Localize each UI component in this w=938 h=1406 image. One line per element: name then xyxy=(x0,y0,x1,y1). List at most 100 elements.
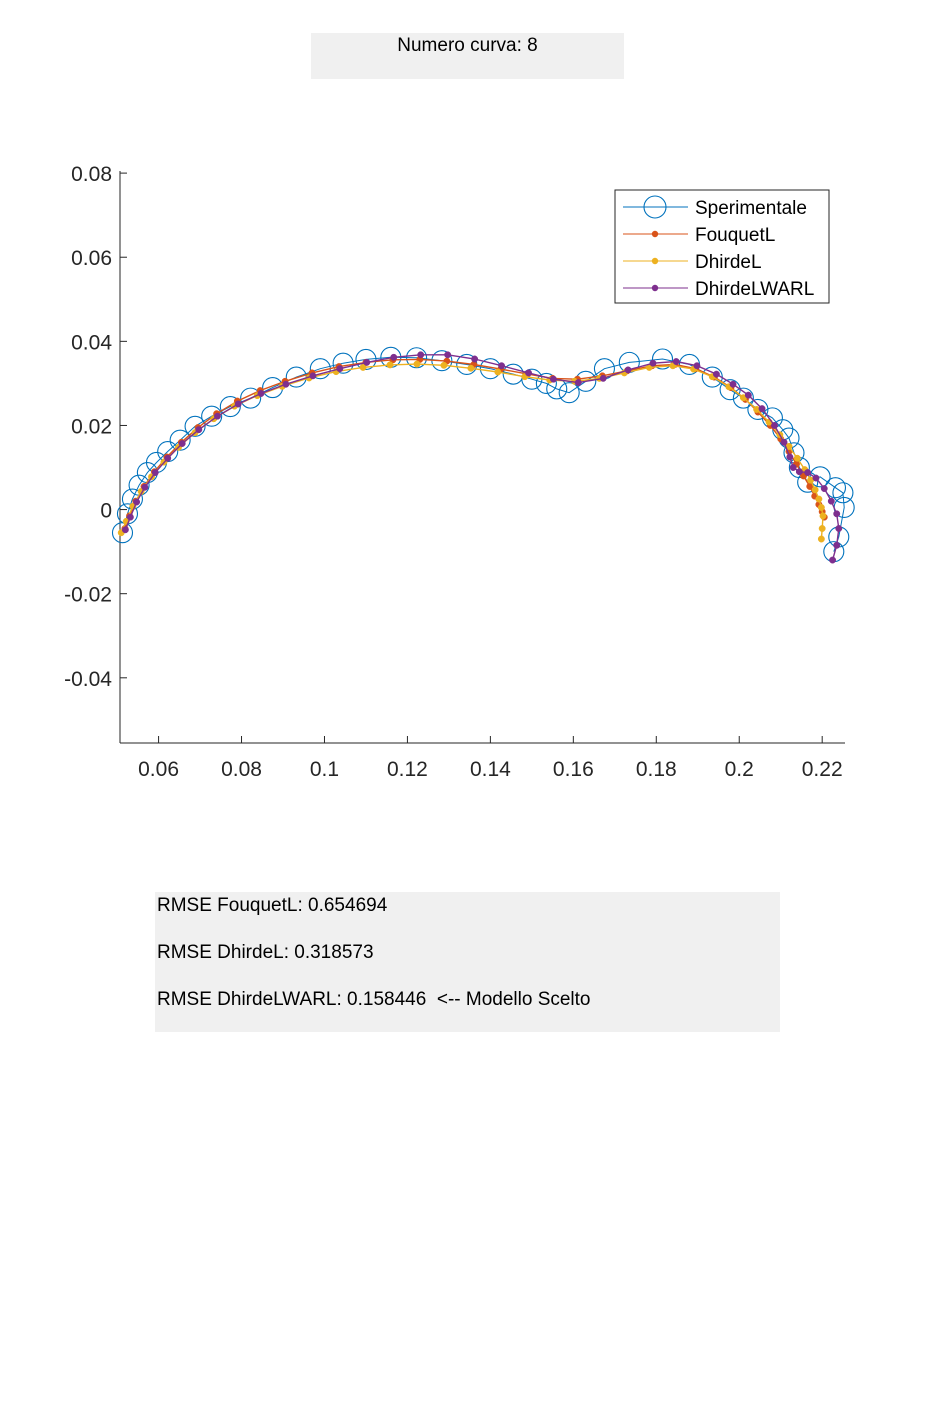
legend-marker-dhirdel xyxy=(651,257,659,265)
point-dhirdelwarl xyxy=(820,485,828,492)
point-dhirdelwarl xyxy=(471,355,479,363)
x-tick-label: 0.18 xyxy=(636,758,677,781)
x-tick-label: 0.14 xyxy=(470,758,511,781)
point-dhirdel xyxy=(815,495,823,503)
x-tick-label: 0.12 xyxy=(387,758,428,781)
point-sperimentale xyxy=(355,348,377,370)
legend-label-fouquetl: FouquetL xyxy=(695,225,775,246)
point-dhirdelwarl xyxy=(121,526,129,534)
point-dhirdelwarl xyxy=(214,412,221,420)
y-tick-label: 0.02 xyxy=(71,415,112,438)
point-dhirdel xyxy=(819,512,827,520)
point-dhirdel xyxy=(440,361,448,369)
point-sperimentale xyxy=(184,415,206,437)
point-dhirdelwarl xyxy=(549,375,557,383)
point-sperimentale xyxy=(332,352,354,374)
point-dhirdelwarl xyxy=(729,380,737,388)
point-dhirdelwarl xyxy=(780,438,788,446)
point-dhirdelwarl xyxy=(178,440,186,447)
y-tick-label: 0.08 xyxy=(71,163,112,186)
point-dhirdelwarl xyxy=(827,497,835,505)
point-dhirdel xyxy=(386,361,394,369)
series-line-dhirdel xyxy=(120,363,824,540)
point-dhirdelwarl xyxy=(574,379,582,387)
point-dhirdelwarl xyxy=(164,454,172,462)
rmse-fouquetl-text: RMSE FouquetL: 0.654694 xyxy=(157,895,388,916)
y-tick-label: 0 xyxy=(100,500,112,523)
legend-marker-dhirdelwarl xyxy=(651,284,659,292)
point-dhirdelwarl xyxy=(363,358,371,366)
point-dhirdelwarl xyxy=(257,390,265,397)
point-dhirdelwarl xyxy=(444,351,452,359)
point-dhirdel xyxy=(793,454,801,462)
point-dhirdelwarl xyxy=(336,365,344,373)
curve-title: Numero curva: 8 xyxy=(397,35,538,56)
point-dhirdelwarl xyxy=(786,453,794,461)
point-dhirdelwarl xyxy=(624,366,632,374)
point-dhirdel xyxy=(818,525,826,532)
point-dhirdelwarl xyxy=(833,510,841,518)
point-dhirdelwarl xyxy=(812,474,820,482)
point-dhirdelwarl xyxy=(234,400,242,408)
point-dhirdelwarl xyxy=(141,483,149,491)
chart-plot-area xyxy=(111,346,855,564)
x-tick-label: 0.08 xyxy=(221,758,262,781)
point-dhirdelwarl xyxy=(712,370,720,378)
point-dhirdel xyxy=(467,364,475,372)
rmse-dhirdel-text: RMSE DhirdeL: 0.318573 xyxy=(157,942,374,963)
legend-label-sperimentale: Sperimentale xyxy=(695,198,807,219)
point-dhirdelwarl xyxy=(498,362,506,370)
x-tick-label: 0.1 xyxy=(310,758,339,781)
y-tick-label: 0.04 xyxy=(71,331,112,354)
point-dhirdelwarl xyxy=(795,468,803,476)
point-dhirdelwarl xyxy=(833,541,841,549)
chart-legend: Sperimentale FouquetL DhirdeL DhirdeLWARL xyxy=(614,189,830,304)
legend-label-dhirdelwarl: DhirdeLWARL xyxy=(695,279,814,300)
point-dhirdelwarl xyxy=(744,391,752,399)
point-dhirdelwarl xyxy=(417,351,425,359)
point-sperimentale xyxy=(406,347,428,369)
y-tick-label: 0.06 xyxy=(71,247,112,270)
point-sperimentale xyxy=(732,387,754,409)
point-dhirdelwarl xyxy=(126,513,134,521)
point-dhirdel xyxy=(817,535,825,543)
point-sperimentale xyxy=(201,405,223,427)
point-dhirdelwarl xyxy=(672,358,680,365)
point-dhirdelwarl xyxy=(133,498,141,506)
rmse-box: RMSE FouquetL: 0.654694 RMSE DhirdeL: 0.… xyxy=(155,892,780,1032)
legend-marker-sperimentale xyxy=(643,195,667,219)
x-tick-label: 0.06 xyxy=(138,758,179,781)
point-dhirdelwarl xyxy=(309,372,317,380)
point-dhirdel xyxy=(494,368,502,376)
curve-title-box: Numero curva: 8 xyxy=(311,33,624,79)
point-dhirdelwarl xyxy=(804,469,812,477)
chart-axes: 0.06 0.08 0.1 0.12 0.14 0.16 0.18 0.2 0.22 -0.04 -… xyxy=(64,163,845,781)
y-tick-label: -0.02 xyxy=(64,584,112,607)
chart-svg: 0.06 0.08 0.1 0.12 0.14 0.16 0.18 0.2 0.22 -0.04 -… xyxy=(64,163,855,781)
legend-box xyxy=(614,189,830,304)
point-dhirdel xyxy=(359,363,367,371)
point-dhirdelwarl xyxy=(771,422,778,429)
point-dhirdel xyxy=(817,504,825,511)
point-dhirdelwarl xyxy=(693,362,701,370)
x-tick-label: 0.22 xyxy=(802,758,843,781)
y-tick-label: -0.04 xyxy=(64,668,112,691)
point-dhirdelwarl xyxy=(525,369,532,377)
rmse-dhirdelwarl-text: RMSE DhirdeLWARL: 0.158446 <-- Modello S… xyxy=(157,989,591,1010)
point-dhirdelwarl xyxy=(390,353,398,361)
point-dhirdelwarl xyxy=(649,359,657,367)
point-dhirdelwarl xyxy=(195,426,203,434)
point-dhirdelwarl xyxy=(599,374,607,382)
point-sperimentale xyxy=(832,482,854,504)
x-tick-label: 0.2 xyxy=(725,758,754,781)
point-dhirdelwarl xyxy=(789,464,797,471)
point-sperimentale xyxy=(535,372,557,394)
point-dhirdelwarl xyxy=(758,405,766,413)
point-dhirdelwarl xyxy=(829,556,837,564)
point-dhirdelwarl xyxy=(282,380,290,388)
x-tick-label: 0.16 xyxy=(553,758,594,781)
point-dhirdelwarl xyxy=(151,469,159,477)
point-sperimentale xyxy=(651,348,674,370)
point-sperimentale xyxy=(240,387,262,409)
point-dhirdel xyxy=(413,360,421,368)
